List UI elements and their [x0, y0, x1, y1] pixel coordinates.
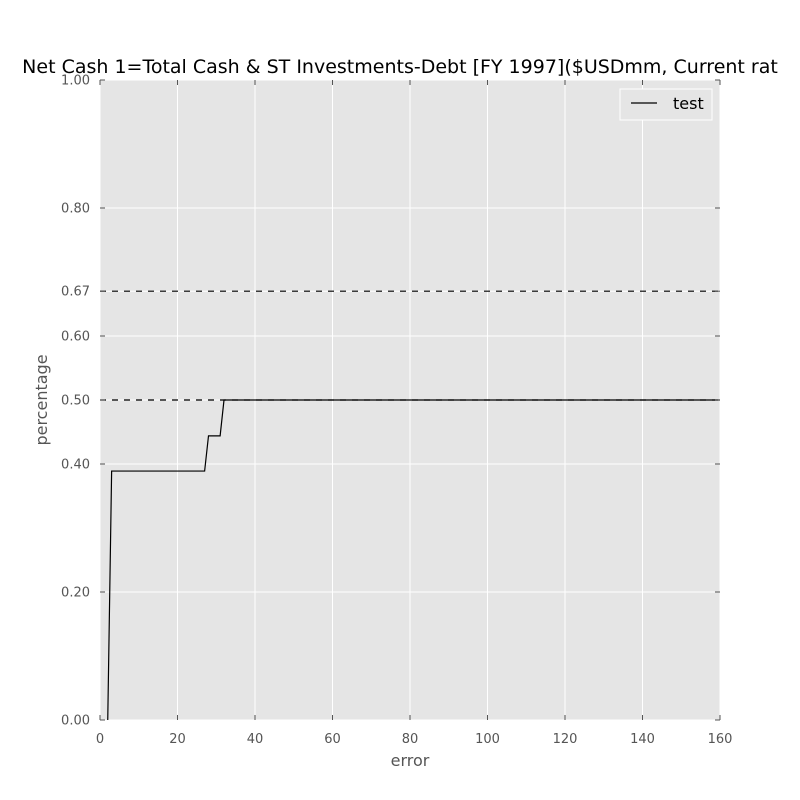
- legend-box: [619, 88, 713, 121]
- y-tick-label: 0.50: [61, 394, 90, 409]
- x-tick-label: 0: [96, 732, 104, 747]
- x-axis-label: error: [391, 751, 430, 770]
- y-tick-label: 0.60: [61, 330, 90, 345]
- y-tick-label: 0.20: [61, 586, 90, 601]
- x-tick-label: 20: [169, 732, 186, 747]
- x-tick-label: 160: [708, 732, 733, 747]
- y-tick-label: 0.00: [61, 714, 90, 729]
- y-tick-label: 0.40: [61, 458, 90, 473]
- legend-label-test: test: [673, 94, 704, 113]
- legend: test: [619, 88, 713, 121]
- y-tick-label: 1.00: [61, 74, 90, 89]
- x-tick-label: 60: [324, 732, 341, 747]
- series-group: [107, 399, 720, 721]
- chart-title: Net Cash 1=Total Cash & ST Investments-D…: [22, 56, 778, 78]
- y-axis-label: percentage: [32, 354, 51, 445]
- y-tick-label: 0.67: [61, 285, 90, 300]
- y-tick-label: 0.80: [61, 202, 90, 217]
- x-tick-label: 120: [553, 732, 578, 747]
- x-tick-label: 80: [402, 732, 419, 747]
- x-tick-labels: 0 20 40 60 80 100 120 140 160: [96, 732, 733, 747]
- series-line-test: [107, 399, 720, 721]
- x-tick-label: 100: [475, 732, 500, 747]
- y-tick-labels: 0.00 0.20 0.40 0.50 0.60 0.67 0.80 1.00: [61, 74, 90, 729]
- axis-ticks: [99, 79, 721, 721]
- x-tick-label: 140: [630, 732, 655, 747]
- x-tick-label: 40: [247, 732, 264, 747]
